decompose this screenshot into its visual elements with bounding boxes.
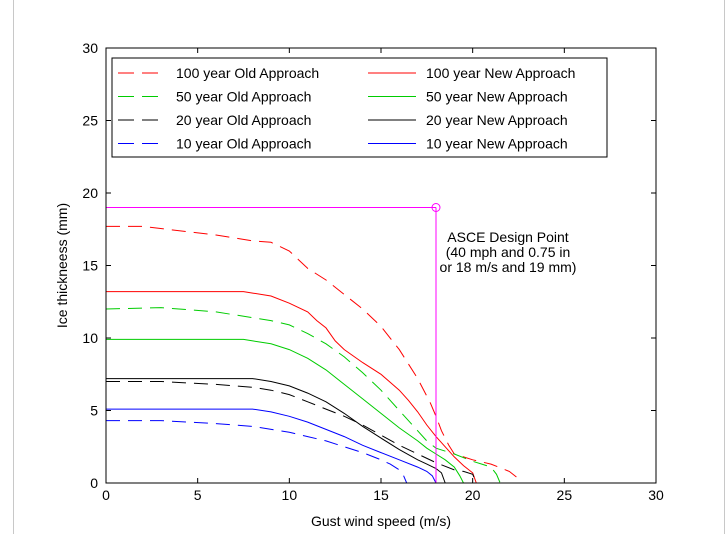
y-tick-label-0: 0 xyxy=(90,475,98,491)
x-tick-label-2: 10 xyxy=(282,487,298,503)
legend: 100 year Old Approach 100 year New Approa… xyxy=(111,57,608,158)
series-line-7 xyxy=(106,408,437,484)
legend-box xyxy=(111,57,608,158)
x-tick-label-1: 5 xyxy=(194,487,202,503)
x-tick-label-3: 15 xyxy=(373,487,389,503)
y-tick-label-6: 30 xyxy=(82,40,98,56)
series-line-6 xyxy=(106,420,408,484)
x-tick-label-4: 20 xyxy=(465,487,481,503)
legend-label-4: 20 year Old Approach xyxy=(176,112,311,128)
design-point-label-line-0: ASCE Design Point xyxy=(447,229,569,245)
y-tick-label-1: 5 xyxy=(90,403,98,419)
x-axis-label: Gust wind speed (m/s) xyxy=(311,513,451,529)
design-point-label-line-1: (40 mph and 0.75 in xyxy=(446,244,571,260)
y-tick-label-4: 20 xyxy=(82,185,98,201)
series-line-1 xyxy=(106,291,477,484)
x-ticks: 0 5 10 15 20 25 30 xyxy=(102,48,664,503)
series-line-2 xyxy=(105,307,501,484)
y-tick-label-5: 25 xyxy=(82,113,98,129)
series-line-5 xyxy=(106,378,446,484)
series-line-0 xyxy=(106,225,519,484)
series-line-3 xyxy=(106,338,464,484)
legend-label-7: 10 year New Approach xyxy=(426,136,568,152)
series-line-4 xyxy=(106,381,477,484)
x-tick-label-5: 25 xyxy=(557,487,573,503)
design-point-marker xyxy=(431,203,441,212)
y-ticks: 0 5 10 15 20 25 30 xyxy=(82,40,656,491)
series-layer xyxy=(105,225,519,484)
legend-label-5: 20 year New Approach xyxy=(426,112,568,128)
x-tick-label-6: 30 xyxy=(648,487,664,503)
legend-label-1: 100 year New Approach xyxy=(426,65,575,81)
legend-label-3: 50 year New Approach xyxy=(426,89,568,105)
legend-label-2: 50 year Old Approach xyxy=(176,89,311,105)
figure-frame xyxy=(13,0,725,534)
y-tick-label-2: 10 xyxy=(82,330,98,346)
legend-label-0: 100 year Old Approach xyxy=(176,65,319,81)
y-tick-label-3: 15 xyxy=(82,258,98,274)
design-point-label-line-2: or 18 m/s and 19 mm) xyxy=(440,259,577,275)
legend-label-6: 10 year Old Approach xyxy=(176,136,311,152)
y-axis-label: Ice thickneess (mm) xyxy=(54,203,70,328)
x-tick-label-0: 0 xyxy=(102,487,110,503)
